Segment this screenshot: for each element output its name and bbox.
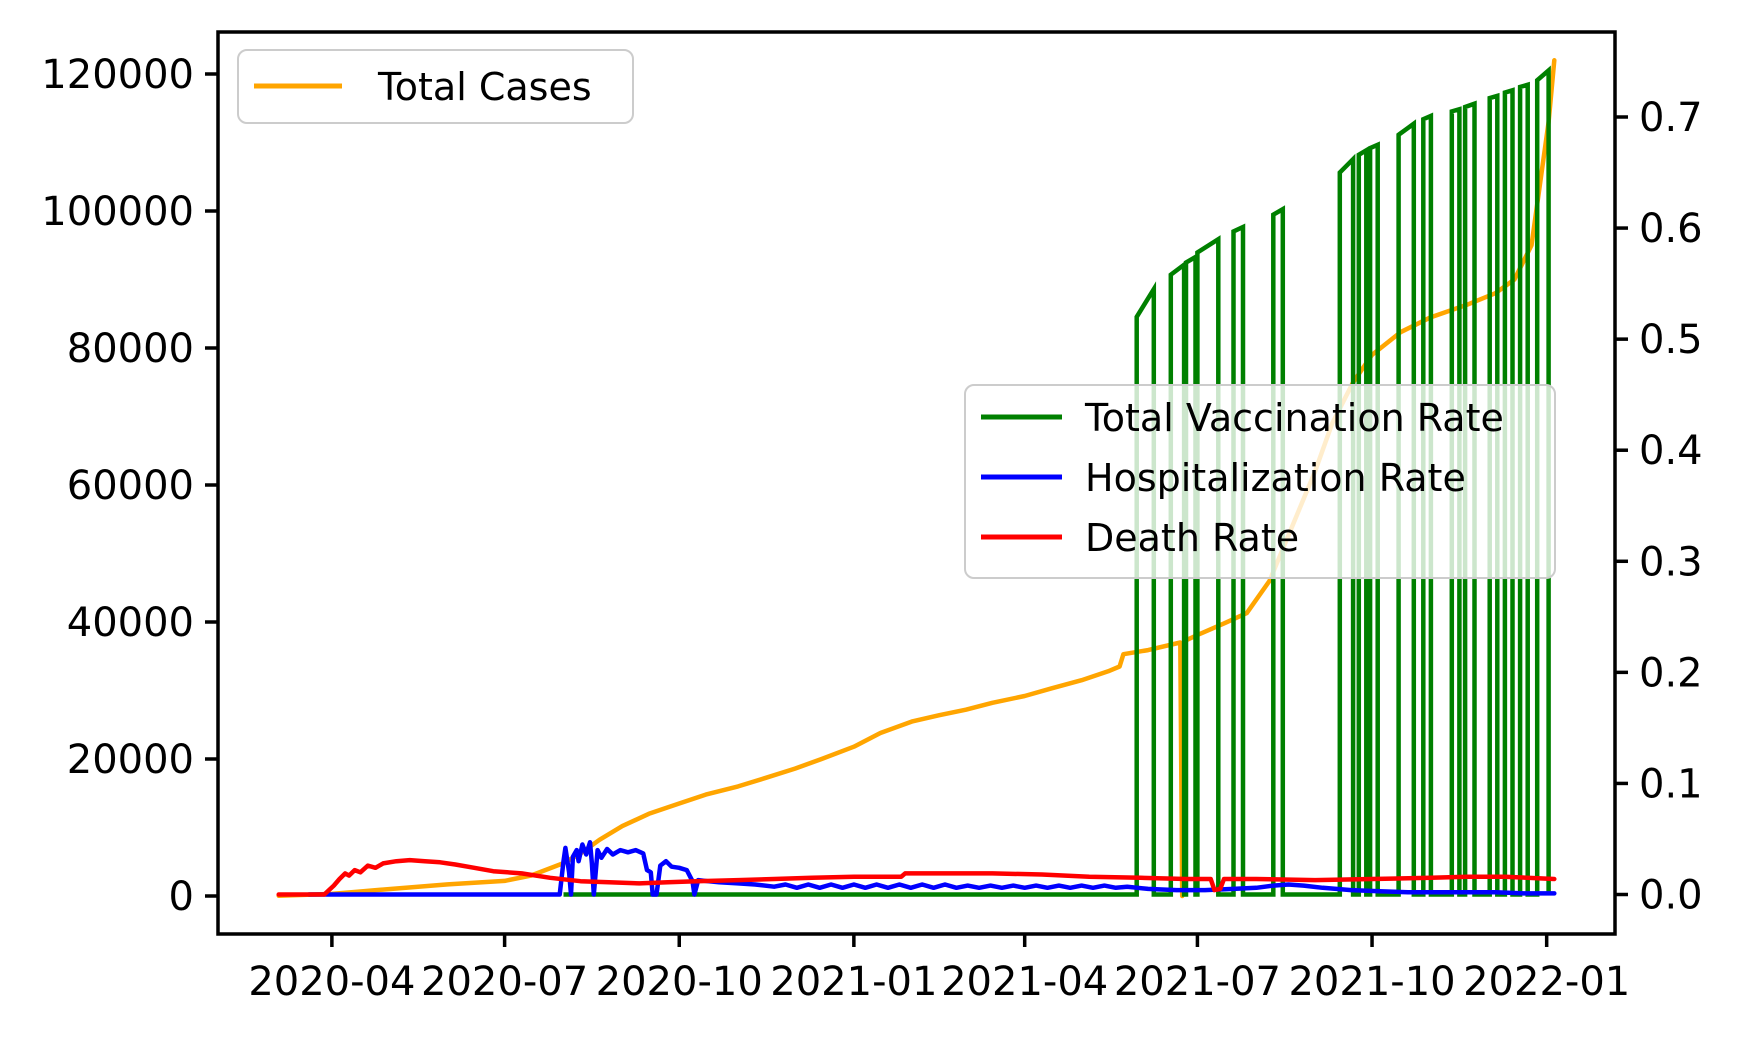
legend-label-total-cases: Total Cases bbox=[377, 65, 592, 109]
x-tick-label: 2020-10 bbox=[596, 959, 763, 1005]
y-axis-right-ticks: 0.0 0.1 0.2 0.3 0.4 0.5 0.6 0.7 bbox=[1615, 95, 1703, 919]
legend-label-vaccination-rate: Total Vaccination Rate bbox=[1084, 396, 1504, 440]
y-right-tick-label: 0.6 bbox=[1639, 206, 1703, 252]
y-right-tick-label: 0.2 bbox=[1639, 650, 1703, 696]
y-left-tick-label: 100000 bbox=[41, 189, 194, 235]
x-tick-label: 2020-07 bbox=[421, 959, 588, 1005]
y-right-tick-label: 0.4 bbox=[1639, 428, 1703, 474]
y-left-tick-label: 60000 bbox=[67, 463, 194, 509]
x-tick-label: 2021-04 bbox=[941, 959, 1108, 1005]
y-left-tick-label: 40000 bbox=[67, 600, 194, 646]
y-left-tick-label: 80000 bbox=[67, 326, 194, 372]
x-tick-label: 2020-04 bbox=[248, 959, 415, 1005]
y-left-tick-label: 0 bbox=[169, 874, 194, 920]
y-right-tick-label: 0.7 bbox=[1639, 95, 1703, 141]
y-right-tick-label: 0.1 bbox=[1639, 761, 1703, 807]
legend-label-death-rate: Death Rate bbox=[1085, 516, 1299, 560]
axes: 2020-04 2020-07 2020-10 2021-01 2021-04 2021-… bbox=[41, 30, 1703, 1005]
legend-box bbox=[964, 384, 1556, 579]
legend-box bbox=[237, 49, 634, 124]
y-right-tick-label: 0.5 bbox=[1639, 317, 1703, 363]
x-tick-label: 2022-01 bbox=[1463, 959, 1630, 1005]
legend-rates: Total Vaccination Rate Hospitalization R… bbox=[964, 384, 1556, 579]
legend-total-cases: Total Cases bbox=[237, 49, 634, 124]
plot-frame bbox=[216, 30, 1617, 936]
y-left-tick-label: 120000 bbox=[41, 52, 194, 98]
x-axis-ticks: 2020-04 2020-07 2020-10 2021-01 2021-04 2021-… bbox=[248, 934, 1630, 1005]
hospitalization-rate-line bbox=[306, 840, 1557, 897]
total-cases-line bbox=[276, 58, 1557, 899]
y-left-tick-label: 20000 bbox=[67, 737, 194, 783]
x-tick-label: 2021-01 bbox=[770, 959, 937, 1005]
death-rate-line bbox=[276, 857, 1557, 897]
y-right-tick-label: 0.3 bbox=[1639, 539, 1703, 585]
x-tick-label: 2021-10 bbox=[1288, 959, 1455, 1005]
y-right-tick-label: 0.0 bbox=[1639, 873, 1703, 919]
x-tick-label: 2021-07 bbox=[1114, 959, 1281, 1005]
legend-label-hospitalization-rate: Hospitalization Rate bbox=[1085, 456, 1466, 500]
y-axis-left-ticks: 0 20000 40000 60000 80000 100000 120000 bbox=[41, 52, 218, 920]
